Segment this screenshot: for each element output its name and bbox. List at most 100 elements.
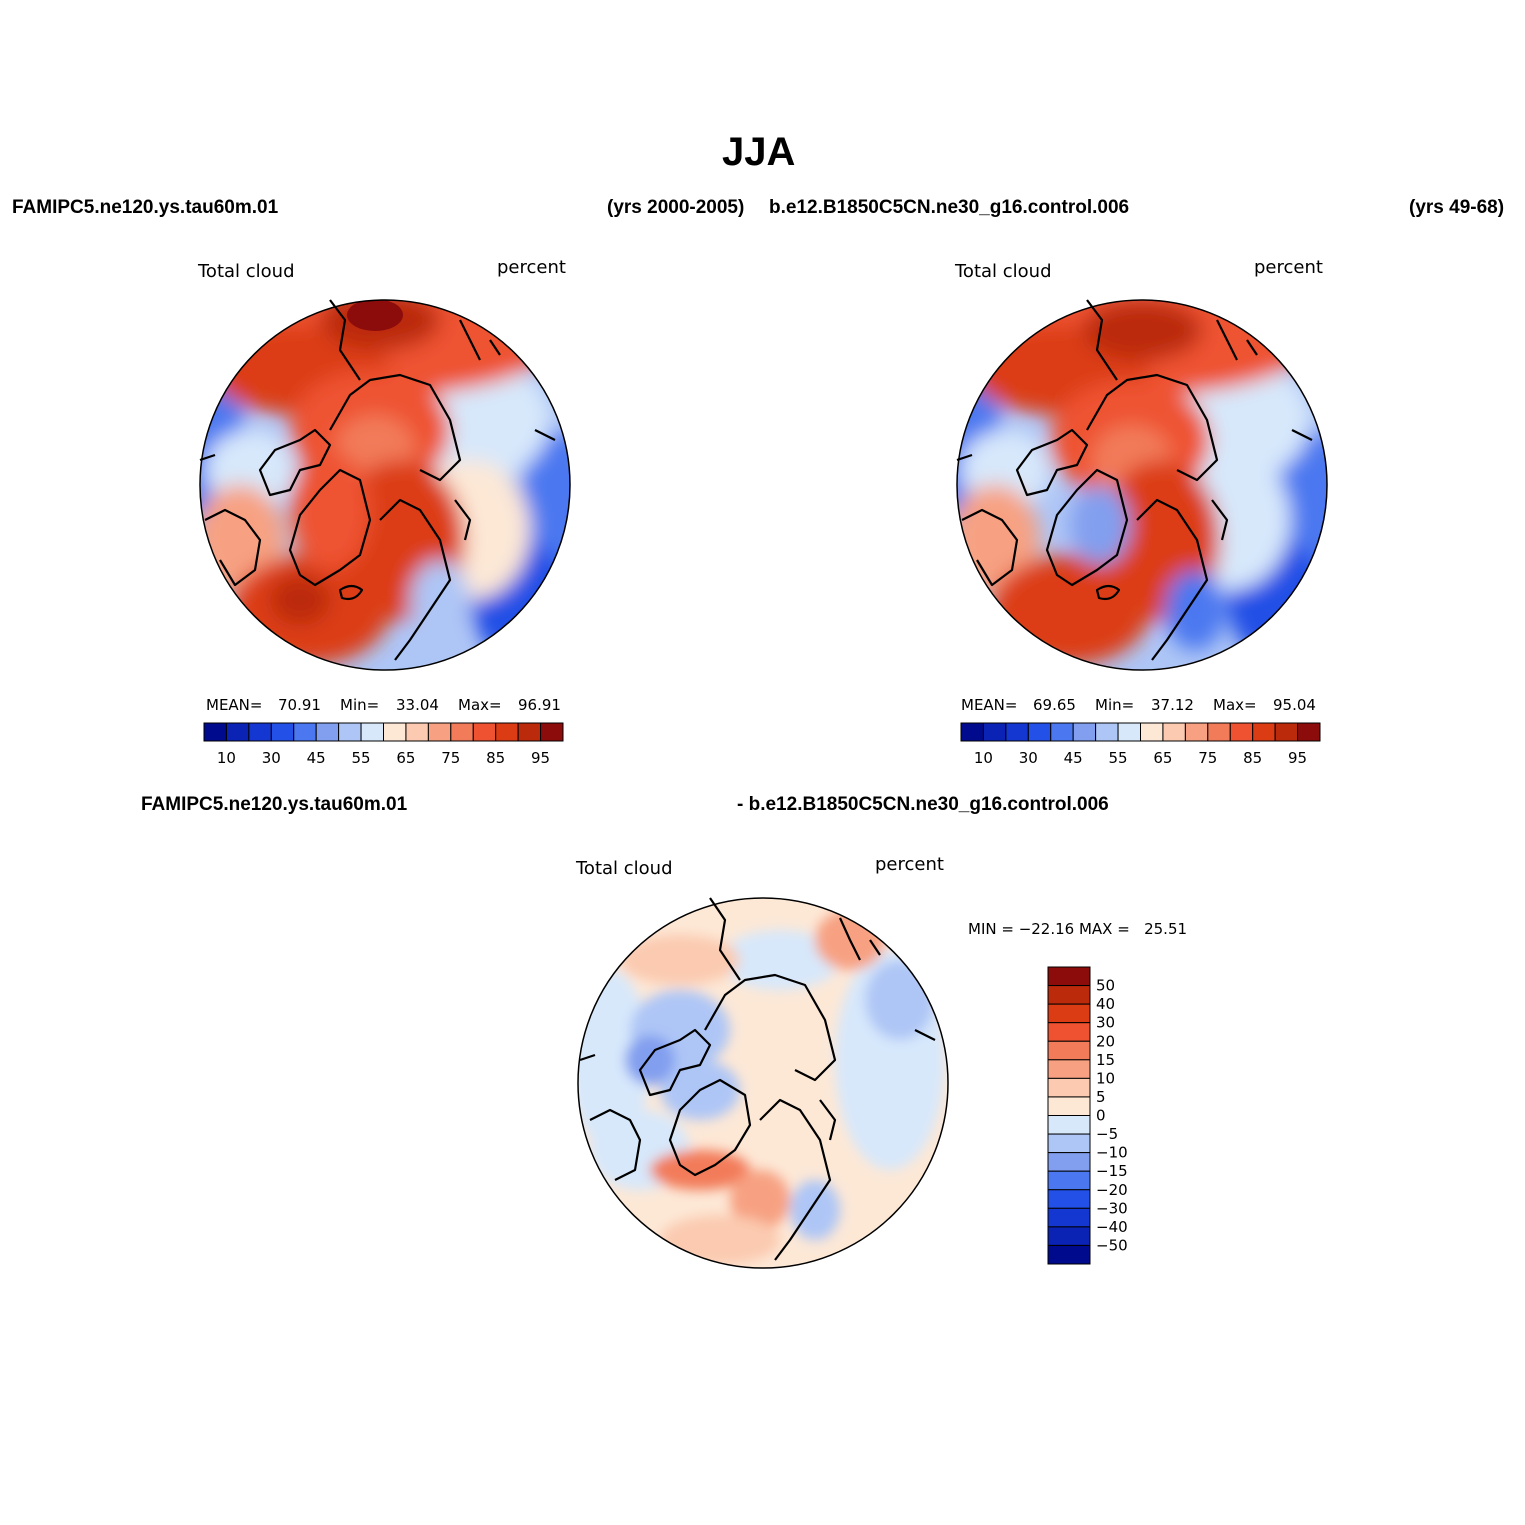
panel3-colorbar-swatch bbox=[1047, 1226, 1091, 1246]
panel1-colorbar: 10 30 45 55 65 75 85 95 bbox=[203, 722, 564, 767]
panel3-variable-label: Total cloud bbox=[576, 858, 673, 879]
panel1-units-label: percent bbox=[497, 257, 566, 278]
panel3-colorbar-tick-label: 50 bbox=[1096, 977, 1115, 995]
panel2-colorbar-swatch bbox=[1207, 722, 1231, 742]
panel1-colorbar-tick-label: 75 bbox=[441, 749, 460, 767]
panel2-colorbar-tick-label: 55 bbox=[1109, 749, 1128, 767]
panel1-colorbar-swatch bbox=[517, 722, 542, 742]
panel2-colorbar-tick-label: 30 bbox=[1019, 749, 1038, 767]
panel1-mean-label: MEAN= bbox=[206, 696, 263, 714]
panel1-colorbar-swatch bbox=[383, 722, 407, 742]
panel3-map bbox=[577, 897, 949, 1269]
panel1-colorbar-swatch bbox=[315, 722, 340, 742]
panel1-colorbar-tick-label: 45 bbox=[307, 749, 326, 767]
diff-right-case-name: - b.e12.B1850C5CN.ne30_g16.control.006 bbox=[737, 794, 1109, 815]
panel1-colorbar-swatch bbox=[338, 722, 362, 742]
panel3-colorbar-tick-label: −15 bbox=[1096, 1162, 1128, 1180]
panel1-colorbar-swatch bbox=[248, 722, 272, 742]
panel3-colorbar-swatch bbox=[1047, 1115, 1091, 1135]
panel2-colorbar-swatch bbox=[1050, 722, 1074, 742]
panel1-colorbar-tick-label: 65 bbox=[396, 749, 415, 767]
panel2-colorbar-swatch bbox=[982, 722, 1007, 742]
panel3-colorbar-tick-label: −30 bbox=[1096, 1199, 1128, 1217]
panel1-colorbar-swatch bbox=[427, 722, 452, 742]
panel1-variable-label: Total cloud bbox=[198, 261, 295, 282]
panel2-max-label: Max= bbox=[1213, 696, 1257, 714]
panel3-colorbar-tick-label: 30 bbox=[1096, 1014, 1115, 1032]
panel1-mean-value: 70.91 bbox=[278, 696, 321, 714]
panel1-colorbar-swatch bbox=[203, 722, 227, 742]
panel1-colorbar-tick-label: 10 bbox=[217, 749, 236, 767]
panel3-colorbar-swatch bbox=[1047, 1003, 1091, 1024]
panel1-max-label: Max= bbox=[458, 696, 502, 714]
panel2-colorbar-swatch bbox=[1117, 722, 1141, 742]
panel1-colorbar-swatch bbox=[450, 722, 474, 742]
panel2-colorbar-swatch bbox=[1162, 722, 1186, 742]
panel2-colorbar-tick-label: 95 bbox=[1288, 749, 1307, 767]
panel2-map bbox=[956, 299, 1328, 671]
panel3-colorbar-swatch bbox=[1047, 1096, 1091, 1116]
panel2-colorbar-swatch bbox=[1072, 722, 1097, 742]
diff-left-case-name: FAMIPC5.ne120.ys.tau60m.01 bbox=[141, 794, 408, 815]
panel3-colorbar-tick-label: 0 bbox=[1096, 1107, 1106, 1125]
panel3-colorbar-tick-label: −50 bbox=[1096, 1236, 1128, 1254]
panel3-colorbar-swatch bbox=[1047, 1040, 1091, 1061]
panel1-max-value: 96.91 bbox=[518, 696, 561, 714]
panel1-min-label: Min= bbox=[340, 696, 380, 714]
panel3-colorbar-swatch bbox=[1047, 1152, 1091, 1172]
panel2-units-label: percent bbox=[1254, 257, 1323, 278]
panel3-colorbar-tick-label: 10 bbox=[1096, 1069, 1115, 1087]
panel3-colorbar-tick-label: 5 bbox=[1096, 1088, 1106, 1106]
panel2-colorbar-swatch bbox=[960, 722, 984, 742]
panel2-colorbar-swatch bbox=[1027, 722, 1052, 742]
panel1-map bbox=[199, 299, 571, 671]
panel3-colorbar-tick-label: −5 bbox=[1096, 1125, 1118, 1143]
panel2-colorbar-swatch bbox=[1229, 722, 1254, 742]
panel2-colorbar-tick-label: 85 bbox=[1243, 749, 1262, 767]
panel1-colorbar-swatch bbox=[495, 722, 519, 742]
panel3-colorbar-tick-label: −20 bbox=[1096, 1181, 1128, 1199]
panel3-colorbar-swatch bbox=[1047, 1077, 1091, 1098]
panel1-colorbar-swatch bbox=[270, 722, 295, 742]
panel2-colorbar-swatch bbox=[1140, 722, 1164, 742]
panel3-colorbar-tick-label: 20 bbox=[1096, 1032, 1115, 1050]
panel3-colorbar-swatch bbox=[1047, 985, 1091, 1005]
panel1-colorbar-swatch bbox=[405, 722, 429, 742]
page-title: JJA bbox=[722, 130, 796, 174]
panel1-colorbar-swatch bbox=[293, 722, 317, 742]
panel1-colorbar-swatch bbox=[360, 722, 384, 742]
panel1-colorbar-tick-label: 30 bbox=[262, 749, 281, 767]
panel2-mean-value: 69.65 bbox=[1033, 696, 1076, 714]
panel3-colorbar-tick-label: 40 bbox=[1096, 995, 1115, 1013]
panel2-colorbar-swatch bbox=[1274, 722, 1299, 742]
panel2-mean-label: MEAN= bbox=[961, 696, 1018, 714]
panel1-colorbar-swatch bbox=[225, 722, 250, 742]
top-left-case-name: FAMIPC5.ne120.ys.tau60m.01 bbox=[12, 197, 279, 218]
panel3-colorbar-swatch bbox=[1047, 1189, 1091, 1209]
panel3-minmax-text: MIN = −22.16 MAX = 25.51 bbox=[968, 920, 1188, 938]
panel2-min-value: 37.12 bbox=[1151, 696, 1194, 714]
panel1-colorbar-swatch bbox=[540, 722, 564, 742]
panel1-colorbar-tick-label: 55 bbox=[352, 749, 371, 767]
panel3-colorbar-swatch bbox=[1047, 1244, 1091, 1265]
panel3-colorbar-tick-label: 15 bbox=[1096, 1051, 1115, 1069]
panel2-colorbar-tick-label: 10 bbox=[974, 749, 993, 767]
panel3-units-label: percent bbox=[875, 854, 944, 875]
panel3-colorbar-tick-label: −40 bbox=[1096, 1218, 1128, 1236]
panel3-colorbar-swatch bbox=[1047, 1022, 1091, 1042]
panel1-colorbar-tick-label: 85 bbox=[486, 749, 505, 767]
panel3-colorbar-swatch bbox=[1047, 966, 1091, 987]
panel2-colorbar-swatch bbox=[1095, 722, 1119, 742]
panel3-colorbar-swatch bbox=[1047, 1170, 1091, 1191]
panel2-colorbar-tick-label: 75 bbox=[1198, 749, 1217, 767]
panel2-max-value: 95.04 bbox=[1273, 696, 1316, 714]
panel2-colorbar-swatch bbox=[1297, 722, 1321, 742]
panel2-colorbar-tick-label: 65 bbox=[1153, 749, 1172, 767]
panel2-colorbar-swatch bbox=[1005, 722, 1029, 742]
panel3-colorbar-swatch bbox=[1047, 1207, 1091, 1228]
panel2-variable-label: Total cloud bbox=[955, 261, 1052, 282]
top-left-years: (yrs 2000-2005) bbox=[607, 197, 745, 218]
panel2-colorbar-tick-label: 45 bbox=[1064, 749, 1083, 767]
